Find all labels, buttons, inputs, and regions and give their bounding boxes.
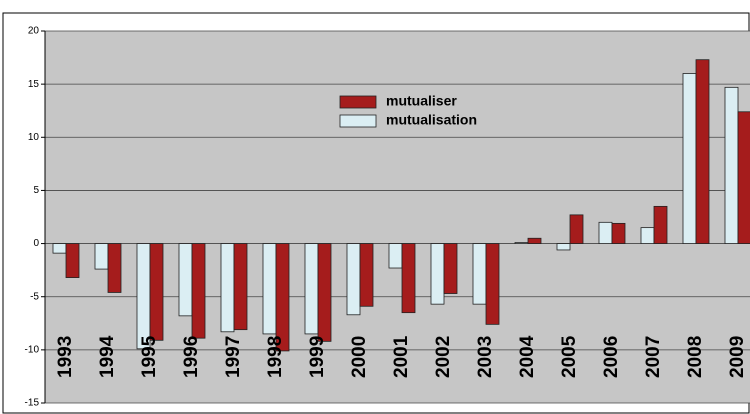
bar — [401, 243, 416, 314]
y-tick-label: 15 — [28, 79, 40, 90]
bar — [178, 243, 193, 317]
legend-swatch — [339, 114, 377, 128]
bar — [149, 243, 164, 341]
x-tick-label: 2006 — [601, 336, 622, 378]
bar — [569, 214, 584, 244]
legend-label: mutualisation — [386, 112, 477, 128]
plot-area — [45, 31, 750, 403]
bar — [724, 86, 739, 244]
bar — [611, 222, 626, 244]
bar — [682, 73, 697, 244]
bar — [346, 243, 361, 316]
bar — [514, 242, 529, 244]
x-tick-label: 1999 — [307, 336, 328, 378]
legend-swatch — [339, 95, 377, 109]
y-tick-label: 5 — [33, 185, 39, 196]
y-tick-label: -5 — [30, 291, 39, 302]
bar — [640, 227, 655, 244]
bar — [107, 243, 122, 293]
x-tick-label: 2009 — [727, 336, 748, 378]
y-tick-label: 10 — [28, 132, 40, 143]
x-tick-label: 1996 — [181, 336, 202, 378]
y-tick-label: 0 — [33, 238, 39, 249]
bar — [430, 243, 445, 305]
y-tick-label: 20 — [28, 26, 40, 37]
x-tick-label: 1997 — [223, 336, 244, 378]
bar — [556, 243, 571, 251]
bar — [443, 243, 458, 294]
x-tick-label: 2007 — [643, 336, 664, 378]
bar — [388, 243, 403, 269]
bar — [65, 243, 80, 278]
bar — [275, 243, 290, 352]
bar — [136, 243, 151, 350]
x-tick-label: 1993 — [55, 336, 76, 378]
bar — [653, 205, 668, 244]
bar — [262, 243, 277, 335]
x-tick-label: 1994 — [97, 335, 118, 378]
bar — [598, 221, 613, 244]
x-tick-label: 2004 — [517, 335, 538, 378]
bar — [472, 243, 487, 305]
bar — [304, 243, 319, 335]
x-tick-label: 2003 — [475, 336, 496, 378]
bar — [220, 243, 235, 333]
bar — [191, 243, 206, 339]
bar — [317, 243, 332, 342]
x-tick-label: 2005 — [559, 335, 580, 378]
bar — [485, 243, 500, 325]
y-tick-label: -15 — [25, 398, 40, 409]
bar — [527, 237, 542, 244]
bar — [233, 243, 248, 331]
x-tick-label: 2002 — [433, 336, 454, 378]
legend-label: mutualiser — [386, 93, 457, 109]
bar — [695, 59, 710, 244]
x-tick-label: 2000 — [349, 336, 370, 378]
bar — [359, 243, 374, 307]
x-tick-label: 2001 — [391, 335, 412, 378]
bar — [737, 111, 750, 244]
y-tick-label: -10 — [25, 344, 40, 355]
bar — [94, 243, 109, 270]
x-tick-label: 2008 — [685, 336, 706, 378]
bar — [52, 243, 67, 254]
x-tick-label: 1998 — [265, 336, 286, 378]
x-tick-label: 1995 — [139, 335, 160, 378]
